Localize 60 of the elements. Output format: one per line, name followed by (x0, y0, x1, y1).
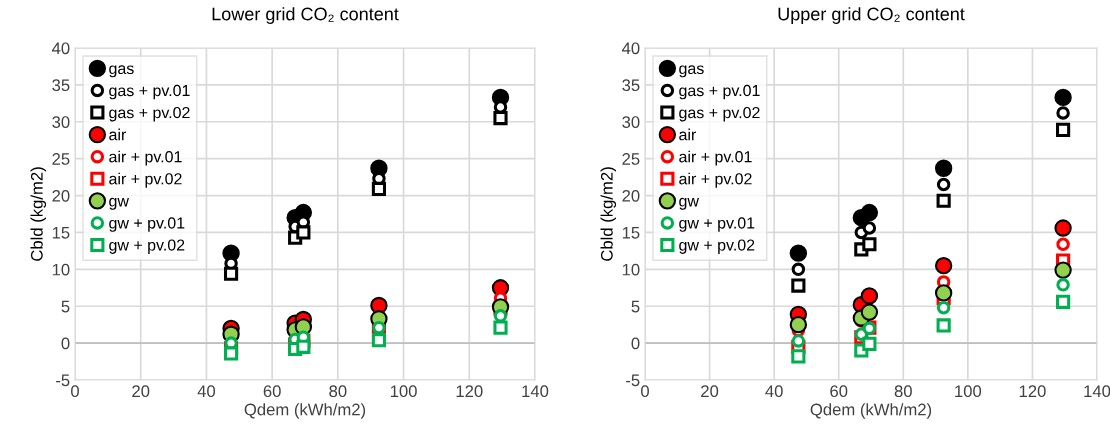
x-tick-label: 100 (390, 385, 417, 398)
chart-title: Lower grid CO₂ content (212, 7, 399, 24)
y-tick-label: 35 (622, 79, 640, 92)
y-tick-label: 5 (631, 300, 640, 313)
y-tick-label: 0 (61, 337, 70, 350)
legend-label: air + pv.02 (679, 172, 752, 188)
x-axis-title: Qdem (kWh/m2) (810, 403, 932, 419)
y-tick-label: 30 (622, 116, 640, 128)
y-tick-label: 40 (51, 42, 70, 55)
y-tick-label: 5 (61, 300, 70, 313)
legend-label: gas (679, 65, 704, 78)
x-tick-label: 80 (894, 385, 912, 398)
x-tick-label: 140 (1084, 385, 1110, 398)
legend-label: air + pv.01 (679, 150, 752, 166)
x-tick-label: 0 (641, 385, 649, 398)
y-tick-label: 10 (622, 263, 640, 276)
x-tick-label: 80 (329, 385, 347, 398)
legend-label: air + pv.01 (109, 150, 182, 166)
x-tick-label: 140 (522, 385, 549, 398)
x-tick-label: 40 (765, 385, 783, 398)
y-tick-label: 25 (52, 153, 70, 165)
x-tick-label: 20 (132, 385, 150, 398)
chart-title: Upper grid CO₂ content (778, 7, 965, 24)
legend-label: gw + pv.01 (109, 217, 185, 232)
legend-label: gas (109, 65, 134, 78)
y-axis-title: Cbld (kg/m2) (30, 167, 47, 261)
y-tick-label: 15 (622, 227, 640, 239)
legend-label: gas + pv.01 (109, 84, 190, 100)
x-tick-label: 60 (830, 385, 848, 398)
x-axis-title: Qdem (kWh/m2) (244, 403, 366, 419)
y-axis-title: Cbld (kg/m2) (600, 167, 617, 261)
y-tick-label: -5 (626, 374, 640, 387)
y-tick-label: 20 (52, 189, 70, 202)
legend-label: gw + pv.02 (109, 239, 185, 254)
y-tick-label: 25 (622, 153, 640, 165)
y-tick-label: 30 (52, 116, 70, 128)
legend-label: gas + pv.02 (109, 106, 190, 122)
x-tick-label: 40 (197, 385, 216, 398)
legend-label: air (679, 128, 697, 141)
y-tick-label: 0 (631, 337, 640, 350)
y-tick-label: 20 (622, 189, 640, 202)
x-tick-label: 20 (701, 385, 719, 398)
x-tick-label: 0 (71, 385, 79, 398)
legend-label: gw (679, 197, 699, 210)
legend-label: gw + pv.02 (679, 239, 755, 254)
y-tick-label: -5 (56, 374, 70, 387)
legend-label: air (109, 128, 127, 141)
x-tick-label: 60 (263, 385, 281, 398)
legend-label: gw + pv.01 (679, 217, 755, 232)
x-tick-label: 120 (1019, 385, 1046, 398)
x-tick-label: 100 (955, 385, 982, 398)
y-tick-label: 35 (52, 79, 70, 92)
legend-label: gas + pv.01 (679, 84, 760, 100)
y-tick-label: 10 (52, 263, 70, 276)
y-tick-label: 15 (52, 227, 70, 239)
x-tick-label: 120 (456, 385, 483, 398)
legend-label: gas + pv.02 (679, 106, 760, 122)
legend-label: gw (109, 197, 129, 210)
legend-label: air + pv.02 (109, 172, 182, 188)
y-tick-label: 40 (621, 42, 640, 55)
